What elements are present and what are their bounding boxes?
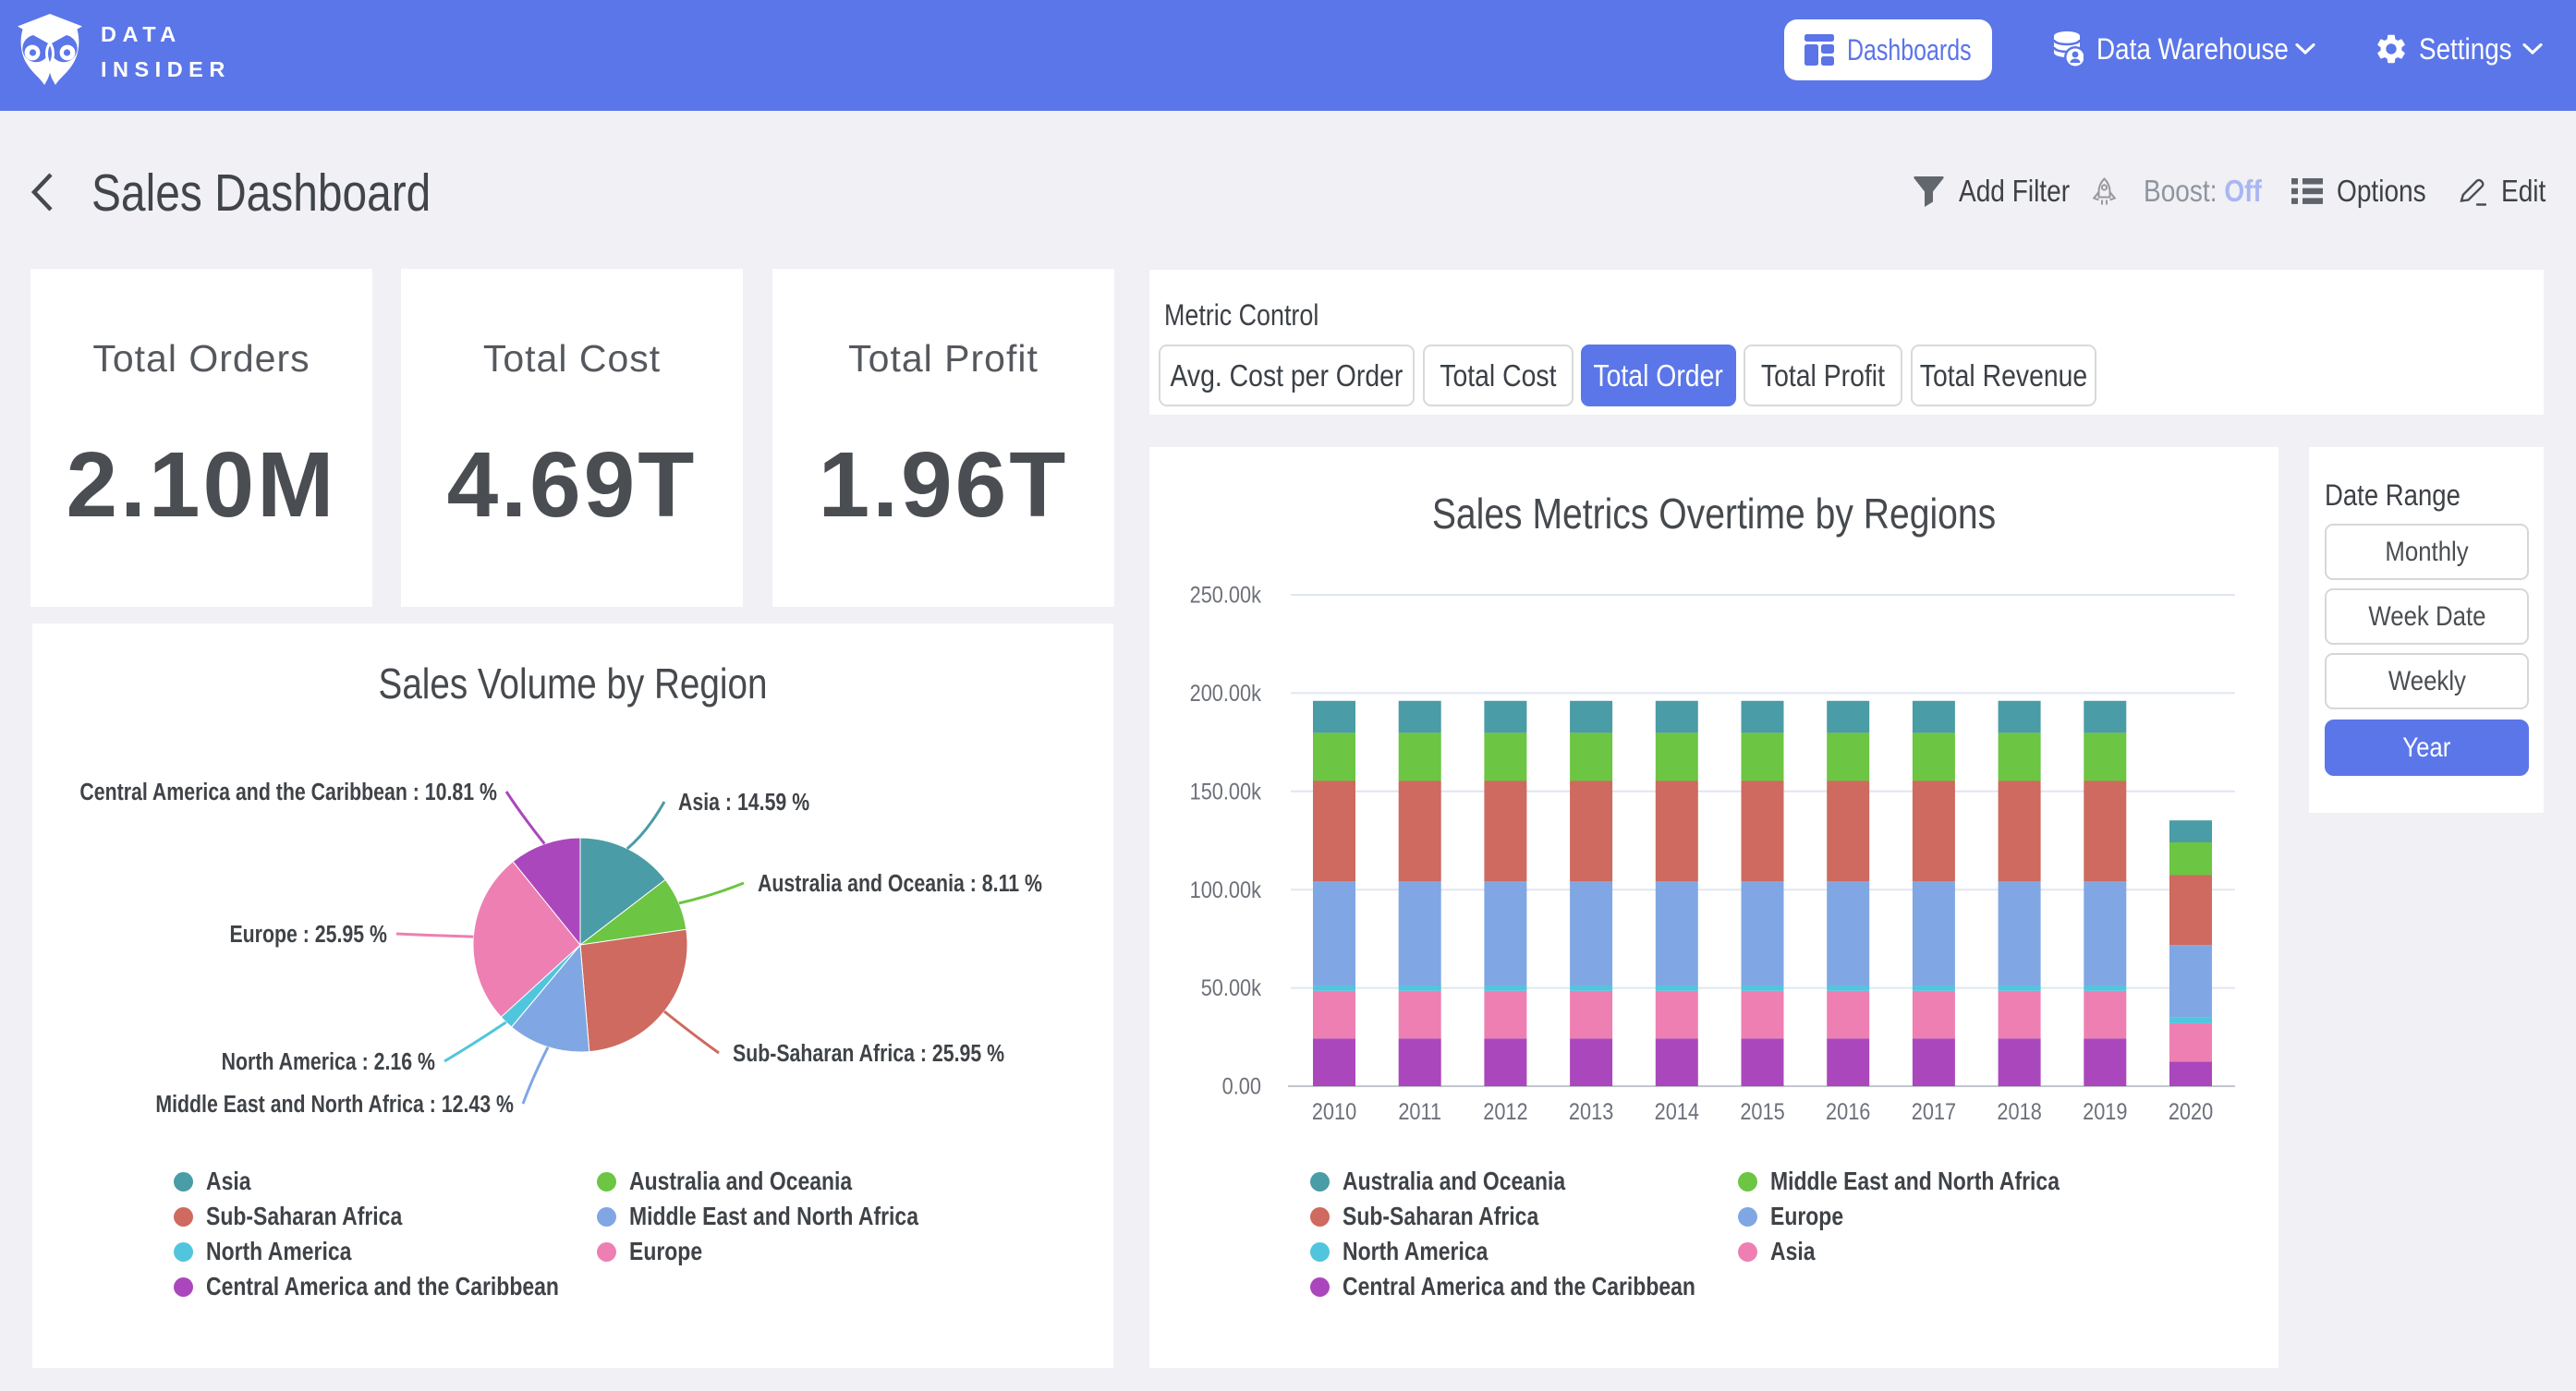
svg-text:200.00k: 200.00k — [1190, 681, 1262, 707]
svg-text:2011: 2011 — [1398, 1099, 1441, 1125]
svg-text:Europe : 25.95 %: Europe : 25.95 % — [229, 921, 387, 949]
svg-text:Sales Volume by Region: Sales Volume by Region — [379, 660, 768, 708]
svg-text:2014: 2014 — [1655, 1099, 1699, 1125]
svg-text:Central America and the Caribb: Central America and the Caribbean : 10.8… — [79, 779, 497, 806]
svg-text:Australia and Oceania : 8.11 %: Australia and Oceania : 8.11 % — [758, 870, 1042, 898]
svg-text:250.00k: 250.00k — [1190, 582, 1262, 608]
svg-text:2017: 2017 — [1912, 1099, 1956, 1125]
svg-text:0.00: 0.00 — [1222, 1073, 1261, 1099]
svg-text:2012: 2012 — [1483, 1099, 1527, 1125]
svg-text:2019: 2019 — [2083, 1099, 2127, 1125]
svg-text:North America : 2.16 %: North America : 2.16 % — [222, 1048, 435, 1076]
svg-text:50.00k: 50.00k — [1201, 975, 1262, 1001]
svg-text:Middle East and North Africa :: Middle East and North Africa : 12.43 % — [155, 1091, 514, 1119]
svg-text:Asia : 14.59 %: Asia : 14.59 % — [678, 789, 809, 816]
svg-text:2015: 2015 — [1740, 1099, 1784, 1125]
svg-text:2018: 2018 — [1997, 1099, 2041, 1125]
svg-text:2020: 2020 — [2169, 1099, 2213, 1125]
svg-text:2010: 2010 — [1312, 1099, 1356, 1125]
svg-text:Sub-Saharan Africa : 25.95 %: Sub-Saharan Africa : 25.95 % — [733, 1040, 1004, 1068]
svg-text:100.00k: 100.00k — [1190, 877, 1262, 902]
svg-text:150.00k: 150.00k — [1190, 779, 1262, 804]
svg-text:Sales Metrics Overtime by Regi: Sales Metrics Overtime by Regions — [1432, 490, 1996, 538]
svg-text:2013: 2013 — [1569, 1099, 1613, 1125]
svg-text:2016: 2016 — [1826, 1099, 1870, 1125]
